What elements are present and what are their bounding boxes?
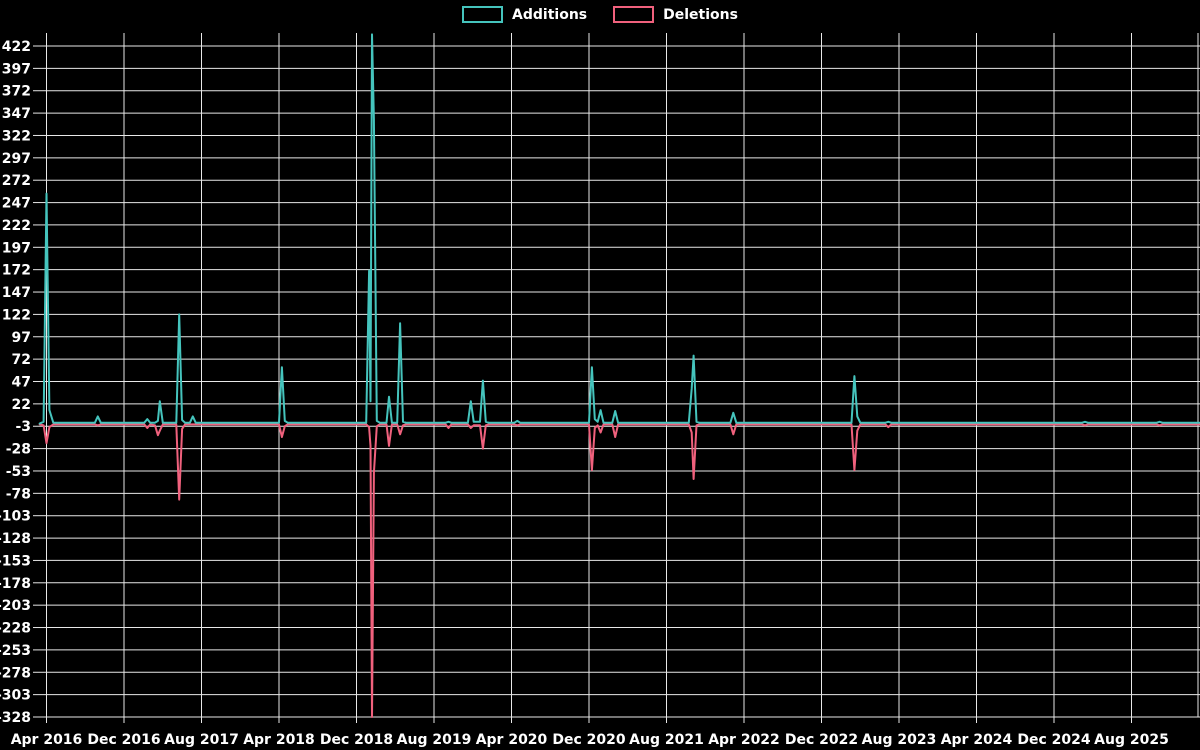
- svg-text:Dec 2022: Dec 2022: [785, 732, 858, 748]
- svg-text:-128: -128: [0, 531, 31, 547]
- svg-text:272: 272: [2, 173, 31, 189]
- svg-text:-178: -178: [0, 576, 31, 592]
- svg-text:422: 422: [2, 39, 31, 55]
- svg-text:-78: -78: [6, 486, 31, 502]
- svg-text:Aug 2025: Aug 2025: [1094, 732, 1169, 748]
- svg-text:397: 397: [2, 61, 31, 77]
- legend: Additions Deletions: [0, 6, 1200, 23]
- svg-text:-28: -28: [6, 442, 31, 458]
- svg-text:347: 347: [2, 106, 31, 122]
- svg-text:197: 197: [2, 240, 31, 256]
- svg-text:Apr 2024: Apr 2024: [941, 732, 1013, 748]
- svg-text:72: 72: [12, 352, 31, 368]
- legend-label-additions: Additions: [512, 6, 588, 23]
- svg-text:147: 147: [2, 285, 31, 301]
- svg-text:172: 172: [2, 263, 31, 279]
- svg-text:122: 122: [2, 307, 31, 323]
- svg-text:297: 297: [2, 151, 31, 167]
- series-line-additions: [38, 33, 1200, 425]
- deletions-swatch-icon: [613, 6, 655, 23]
- svg-text:Apr 2018: Apr 2018: [243, 732, 315, 748]
- svg-text:97: 97: [12, 330, 31, 346]
- svg-text:Dec 2020: Dec 2020: [552, 732, 626, 748]
- svg-text:Dec 2016: Dec 2016: [87, 732, 160, 748]
- svg-text:372: 372: [2, 84, 31, 100]
- svg-text:-228: -228: [0, 621, 31, 637]
- svg-text:22: 22: [12, 397, 31, 413]
- additions-swatch-icon: [462, 6, 504, 23]
- series-line-deletions: [38, 423, 1200, 718]
- svg-text:47: 47: [12, 375, 31, 391]
- svg-text:247: 247: [2, 196, 31, 212]
- svg-text:-328: -328: [0, 710, 31, 726]
- svg-text:-253: -253: [0, 643, 31, 659]
- svg-text:Aug 2017: Aug 2017: [164, 732, 239, 748]
- svg-text:-203: -203: [0, 598, 31, 614]
- legend-item-deletions[interactable]: Deletions: [613, 6, 738, 23]
- svg-text:-278: -278: [0, 665, 31, 681]
- svg-text:322: 322: [2, 128, 31, 144]
- svg-text:222: 222: [2, 218, 31, 234]
- svg-text:-3: -3: [15, 419, 31, 435]
- svg-text:Aug 2023: Aug 2023: [862, 732, 937, 748]
- svg-text:Dec 2024: Dec 2024: [1017, 732, 1091, 748]
- svg-text:Apr 2020: Apr 2020: [476, 732, 548, 748]
- svg-text:-53: -53: [6, 464, 31, 480]
- svg-text:-153: -153: [0, 553, 31, 569]
- svg-text:-303: -303: [0, 688, 31, 704]
- svg-text:Aug 2021: Aug 2021: [629, 732, 704, 748]
- svg-text:Apr 2016: Apr 2016: [11, 732, 83, 748]
- svg-text:Dec 2018: Dec 2018: [320, 732, 393, 748]
- svg-text:Apr 2022: Apr 2022: [708, 732, 780, 748]
- svg-text:-103: -103: [0, 509, 31, 525]
- legend-label-deletions: Deletions: [663, 6, 738, 23]
- svg-text:Aug 2019: Aug 2019: [397, 732, 472, 748]
- legend-item-additions[interactable]: Additions: [462, 6, 587, 23]
